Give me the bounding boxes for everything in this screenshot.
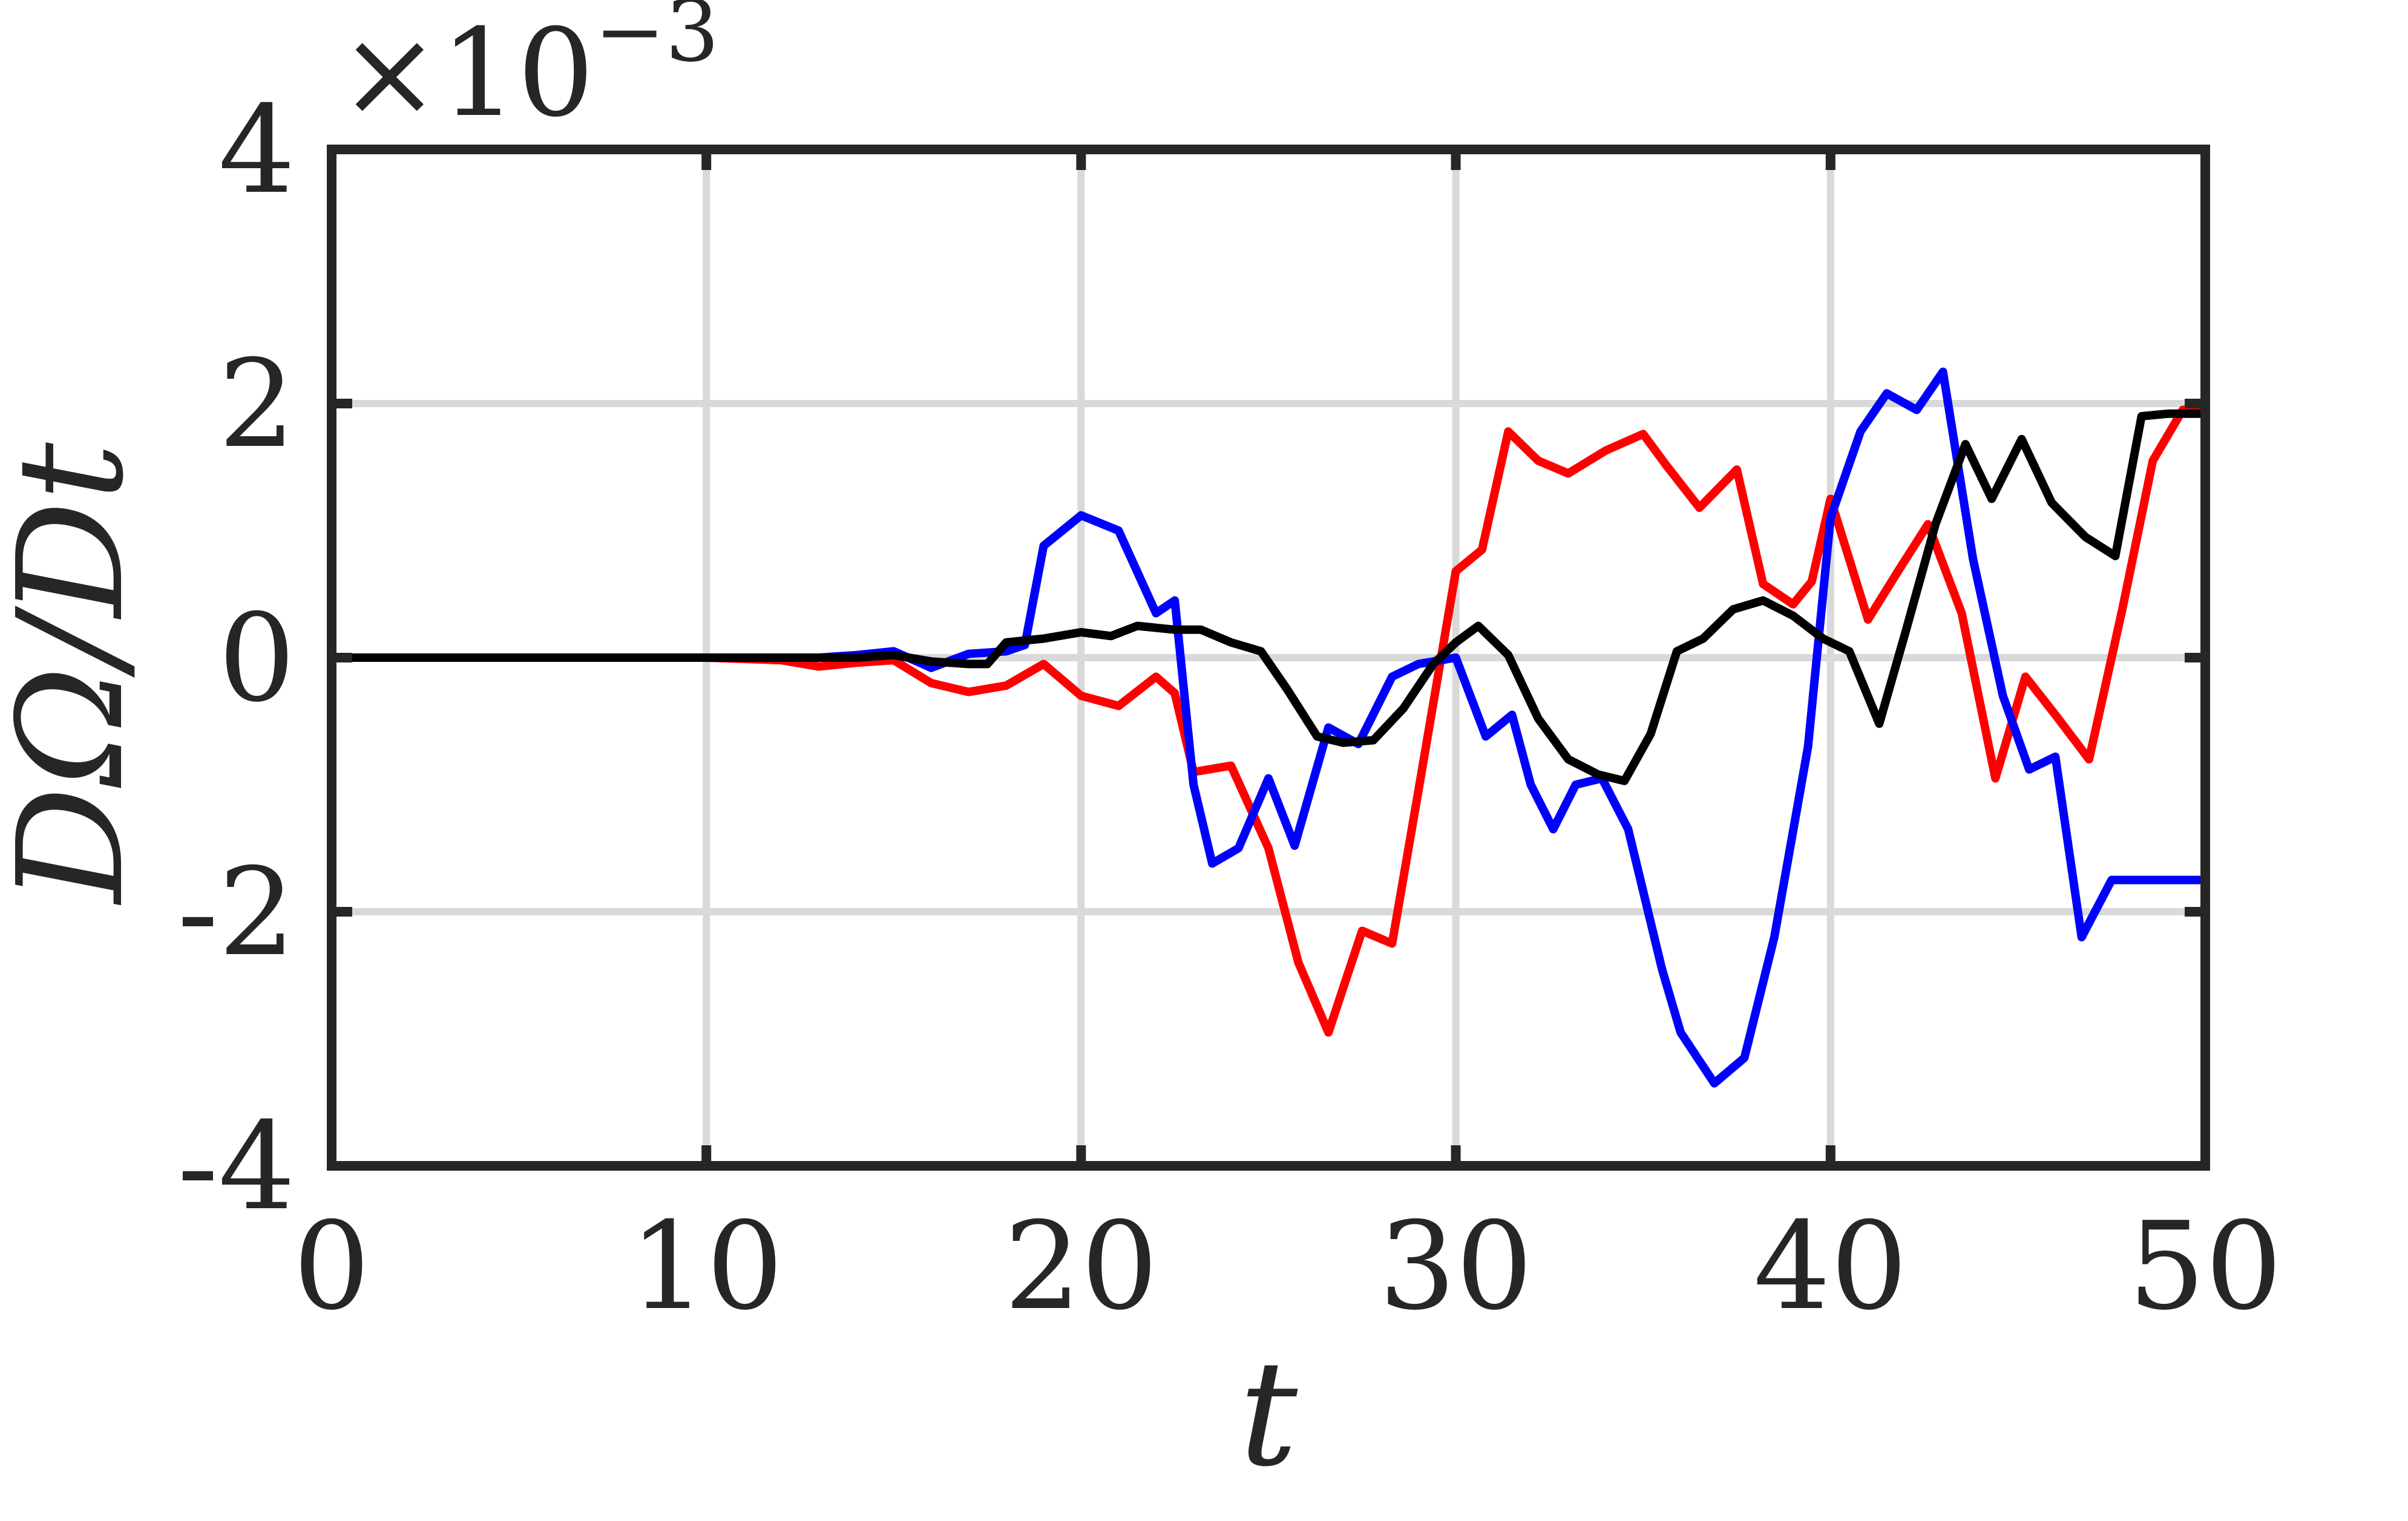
x-tick-label: 20 <box>1004 1196 1158 1337</box>
series-lines <box>327 367 2210 1088</box>
series-line-1 <box>327 405 2210 1037</box>
y-tick-label: 0 <box>218 588 295 729</box>
tick-labels: 0 10 20 30 40 50 -4 -2 0 2 4 <box>177 80 2282 1337</box>
y-axis-multiplier: ×10−3 <box>339 0 719 144</box>
y-tick-label: 4 <box>218 80 295 221</box>
x-axis-title: t <box>1239 1329 1298 1499</box>
x-tick-label: 50 <box>2128 1196 2283 1337</box>
y-multiplier-base: ×10 <box>339 3 594 144</box>
x-tick-label: 0 <box>293 1196 370 1337</box>
y-axis-title: DΩ/Dt <box>0 442 156 906</box>
x-tick-label: 30 <box>1379 1196 1533 1337</box>
y-tick-label: -4 <box>177 1096 295 1237</box>
series-line-2 <box>327 367 2210 1088</box>
plot-frame <box>327 145 2210 1171</box>
x-tick-label: 10 <box>629 1196 784 1337</box>
series-line-3 <box>327 409 2210 785</box>
x-tick-label: 40 <box>1754 1196 1908 1337</box>
y-tick-label: -2 <box>177 842 295 983</box>
y-multiplier-exponent: −3 <box>594 0 719 81</box>
y-tick-label: 2 <box>218 334 295 475</box>
